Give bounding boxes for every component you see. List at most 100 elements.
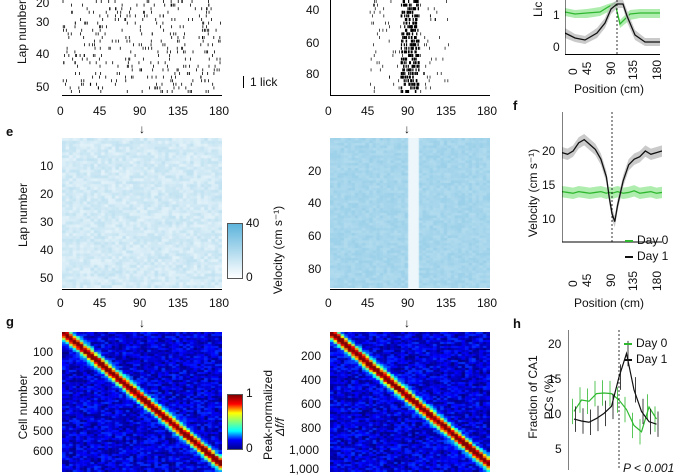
top-left-ytick-50: 50	[36, 80, 50, 94]
panel-f-xtick-180: 180	[650, 270, 664, 291]
row-g-ytick-600: 600	[33, 444, 54, 458]
velocity-colorbar-min: 0	[246, 270, 253, 284]
top-right-xlabel: Position (cm)	[574, 82, 645, 96]
top-right-xtick-45: 45	[580, 61, 594, 75]
row-e-arrow-left: ↓	[139, 122, 145, 136]
lick-scale-label: 1 lick	[250, 75, 278, 89]
row-g-mid-ytick-1000b: 1,000	[289, 462, 320, 476]
row-e-mid-xtick-90: 90	[401, 296, 415, 310]
row-e-ytick-40: 40	[40, 243, 54, 257]
panel-h-ytick-15: 15	[548, 372, 562, 386]
top-mid-yaxis	[330, 0, 331, 95]
top-mid-xtick-135: 135	[436, 104, 457, 118]
panel-f-xtick-90: 90	[604, 273, 618, 287]
velocity-heatmap-day1	[330, 138, 490, 288]
panel-e-letter: e	[6, 124, 14, 139]
top-mid-ytick-80: 80	[306, 67, 320, 81]
velocity-colorbar	[227, 223, 243, 279]
row-e-mid-ytick-20: 20	[308, 164, 322, 178]
row-e-ytick-30: 30	[40, 215, 54, 229]
top-left-xtick-90: 90	[133, 104, 147, 118]
legend-f-day1-swatch	[625, 256, 633, 258]
panel-f-xtick-135: 135	[626, 270, 640, 291]
top-left-xaxis	[62, 95, 222, 96]
series-line-1	[573, 351, 657, 425]
row-e-left-xtick-90: 90	[133, 296, 147, 310]
row-e-left-xtick-180: 180	[209, 296, 230, 310]
panel-h-ylabel-2: PCs (%)	[542, 374, 556, 420]
top-left-lick-raster	[62, 0, 221, 93]
row-e-ylabel: Lap number	[16, 182, 30, 248]
top-mid-xtick-180: 180	[477, 104, 498, 118]
row-e-mid-xtick-180: 180	[477, 296, 498, 310]
top-right-ytick-0: 0	[553, 40, 560, 54]
row-e-mid-xtick-45: 45	[361, 296, 375, 310]
top-right-xtick-0: 0	[566, 68, 580, 75]
legend-h-day1: Day 1	[636, 352, 668, 366]
row-g-mid-ytick-800: 800	[301, 421, 322, 435]
row-e-mid-xaxis	[330, 289, 490, 290]
panel-f-letter: f	[513, 98, 518, 113]
top-left-xtick-135: 135	[168, 104, 189, 118]
legend-h-day0-swatch	[624, 343, 632, 345]
legend-f-day1: Day 1	[637, 249, 669, 263]
row-g-ylabel: Cell number	[16, 374, 30, 440]
row-e-ytick-50: 50	[40, 271, 54, 285]
row-g-mid-ytick-200: 200	[301, 349, 322, 363]
row-g-arrow-mid: ↓	[404, 316, 410, 330]
panel-h-pvalue: P < 0.001	[623, 461, 675, 475]
row-e-left-xtick-45: 45	[93, 296, 107, 310]
velocity-heatmap-day0	[62, 138, 222, 288]
row-e-left-xtick-135: 135	[168, 296, 189, 310]
row-g-mid-ytick-600: 600	[301, 397, 322, 411]
top-right-ylabel: Lic	[531, 1, 545, 17]
place-cell-heatmap-day1	[330, 332, 490, 472]
row-g-arrow-left: ↓	[139, 316, 145, 330]
panel-f-ytick-20: 20	[542, 144, 556, 158]
row-e-mid-ytick-60: 60	[308, 229, 322, 243]
row-g-ytick-500: 500	[33, 424, 54, 438]
top-right-ytick-1: 1	[553, 8, 560, 22]
row-e-mid-ytick-40: 40	[308, 196, 322, 210]
legend-f-day0-swatch	[625, 240, 633, 242]
dff-colorbar-min: 0	[246, 441, 253, 455]
row-g-ytick-200: 200	[33, 364, 54, 378]
top-left-ytick-20: 20	[36, 0, 50, 10]
dff-colorbar-max: 1	[246, 386, 253, 400]
velocity-line-plot	[562, 112, 662, 243]
velocity-colorbar-label: Velocity (cm s⁻¹)	[271, 205, 285, 295]
top-left-ytick-40: 40	[36, 47, 50, 61]
row-e-left-xtick-0: 0	[57, 296, 64, 310]
row-e-mid-xtick-0: 0	[325, 296, 332, 310]
row-g-mid-ytick-400: 400	[301, 373, 322, 387]
panel-h-ytick-20: 20	[548, 337, 562, 351]
row-g-ytick-400: 400	[33, 404, 54, 418]
top-mid-xaxis	[330, 95, 490, 96]
top-left-xtick-45: 45	[93, 104, 107, 118]
row-g-mid-ytick-1000: 1,000	[289, 443, 320, 457]
panel-h-ytick-10: 10	[548, 407, 562, 421]
panel-g-letter: g	[6, 314, 14, 329]
row-e-mid-xtick-135: 135	[436, 296, 457, 310]
top-mid-xtick-45: 45	[361, 104, 375, 118]
legend-h-day1-swatch	[624, 359, 632, 361]
panel-f-ylabel: Velocity (cm s⁻¹)	[526, 148, 540, 238]
row-g-ytick-100: 100	[33, 345, 54, 359]
row-e-left-xaxis	[62, 289, 222, 290]
lick-scale-bar	[243, 76, 244, 88]
panel-h-ytick-5: 5	[555, 442, 562, 456]
row-e-ytick-10: 10	[40, 159, 54, 173]
top-mid-xtick-90: 90	[401, 104, 415, 118]
top-mid-ytick-40: 40	[306, 3, 320, 17]
top-left-xtick-0: 0	[57, 104, 64, 118]
top-mid-lick-raster	[369, 0, 449, 93]
panel-h-letter: h	[513, 316, 521, 331]
legend-h-day0: Day 0	[636, 336, 668, 350]
top-left-ytick-30: 30	[36, 15, 50, 29]
dff-colorbar	[227, 394, 243, 450]
panel-f-xlabel: Position (cm)	[574, 296, 645, 310]
top-right-xtick-135: 135	[626, 59, 640, 80]
panel-f-xtick-0: 0	[566, 280, 580, 287]
top-right-xtick-90: 90	[604, 61, 618, 75]
row-e-mid-ytick-80: 80	[308, 262, 322, 276]
